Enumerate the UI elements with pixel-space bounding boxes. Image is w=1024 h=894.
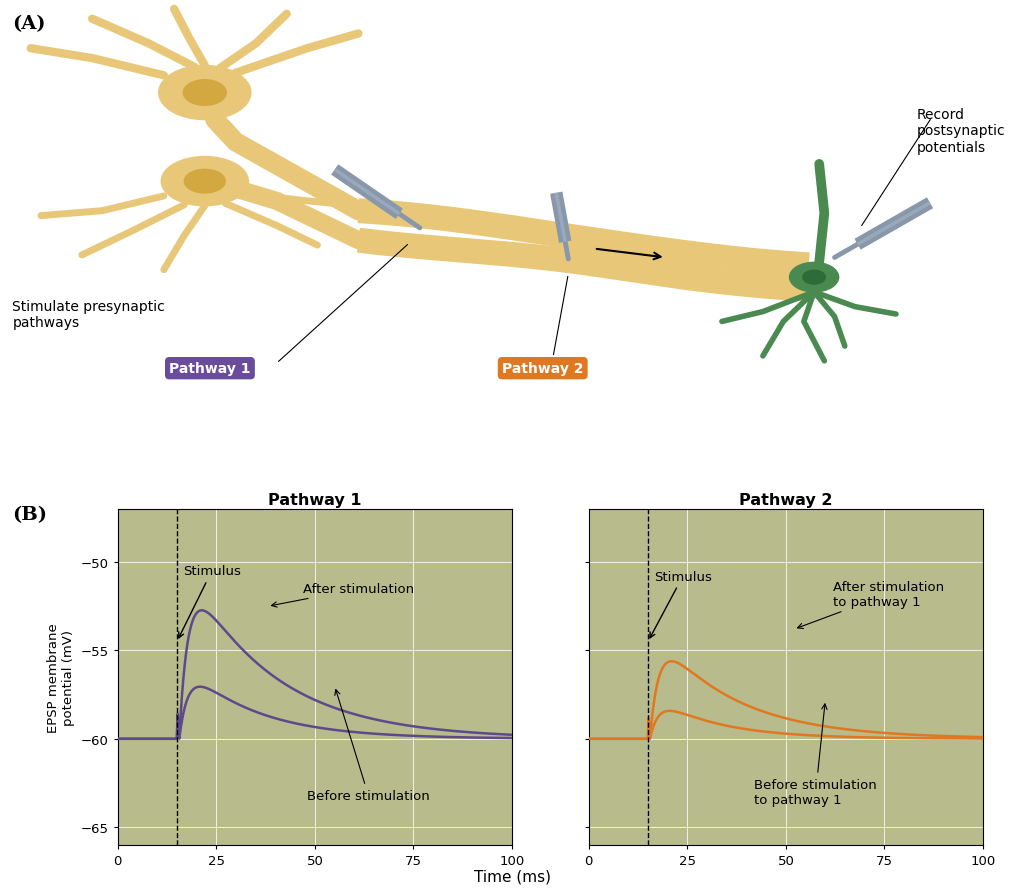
Text: Pathway 1: Pathway 1: [169, 362, 251, 375]
Ellipse shape: [184, 170, 225, 194]
Text: Pathway 2: Pathway 2: [502, 362, 584, 375]
Text: After stimulation
to pathway 1: After stimulation to pathway 1: [798, 580, 944, 628]
Text: Record
postsynaptic
potentials: Record postsynaptic potentials: [916, 108, 1006, 155]
Text: (A): (A): [12, 15, 46, 33]
Ellipse shape: [790, 263, 839, 292]
Text: Before stimulation
to pathway 1: Before stimulation to pathway 1: [755, 704, 878, 805]
Ellipse shape: [162, 157, 249, 207]
Text: Time (ms): Time (ms): [473, 869, 551, 883]
Title: Pathway 2: Pathway 2: [739, 492, 833, 507]
Text: After stimulation: After stimulation: [271, 583, 414, 607]
Text: (B): (B): [12, 505, 47, 523]
Ellipse shape: [803, 271, 825, 284]
Title: Pathway 1: Pathway 1: [268, 492, 361, 507]
Text: Stimulate presynaptic
pathways: Stimulate presynaptic pathways: [12, 300, 165, 330]
Text: Before stimulation: Before stimulation: [307, 690, 430, 802]
Text: Stimulus: Stimulus: [650, 570, 712, 638]
Ellipse shape: [159, 66, 251, 121]
Text: Stimulus: Stimulus: [179, 565, 241, 638]
Ellipse shape: [183, 80, 226, 106]
Y-axis label: EPSP membrane
potential (mV): EPSP membrane potential (mV): [47, 622, 75, 732]
